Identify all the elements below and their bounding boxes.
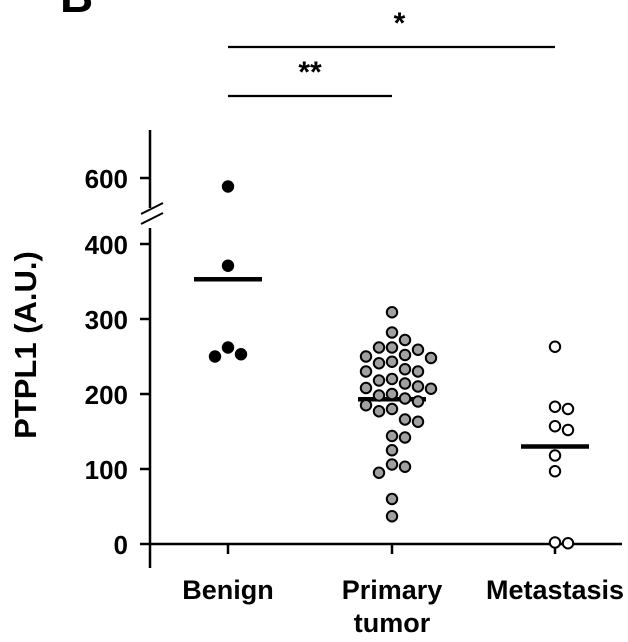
data-point <box>424 351 438 365</box>
data-point <box>385 326 399 339</box>
data-point <box>385 444 399 457</box>
data-point <box>221 341 235 354</box>
significance-brackets: *** <box>228 7 555 98</box>
data-point <box>398 392 412 405</box>
data-point <box>359 381 373 395</box>
axis-break-mark-1 <box>140 202 164 215</box>
data-point <box>385 372 399 386</box>
y-axis-label: PTPL1 (A.U.) <box>8 251 43 439</box>
data-point <box>385 458 399 471</box>
data-point <box>372 374 386 387</box>
y-tick-label: 100 <box>85 455 128 485</box>
data-point <box>398 413 412 426</box>
data-point <box>411 343 425 356</box>
x-tick-label: Benign <box>182 575 274 605</box>
data-point <box>372 405 386 418</box>
data-point <box>561 423 575 437</box>
data-point <box>398 431 412 444</box>
data-points <box>208 180 575 550</box>
x-tick-label: tumor <box>354 608 431 638</box>
data-point <box>411 395 425 408</box>
significance-label: ** <box>298 56 322 89</box>
data-point <box>548 420 562 433</box>
data-point <box>398 363 412 376</box>
data-point <box>385 306 399 319</box>
data-point <box>561 402 575 416</box>
data-point <box>411 380 425 393</box>
x-tick-label: Metastasis <box>486 575 624 605</box>
data-point <box>372 466 386 479</box>
y-tick-label: 400 <box>85 230 128 260</box>
data-point <box>359 399 373 412</box>
data-point <box>548 465 562 478</box>
data-point <box>548 340 562 353</box>
y-tick-label: 0 <box>114 530 128 560</box>
data-point <box>398 333 412 347</box>
data-point <box>398 377 412 390</box>
x-tick-label: Primary <box>342 575 443 605</box>
y-tick-label: 300 <box>85 305 128 335</box>
data-point <box>398 460 412 473</box>
data-point <box>411 415 425 428</box>
data-point <box>385 387 399 401</box>
y-ticks: 0 100 200 300 400 600 <box>85 164 150 560</box>
data-point <box>221 259 235 272</box>
data-point <box>372 357 386 370</box>
data-point <box>359 350 373 363</box>
panel-label: B <box>60 0 93 22</box>
data-point <box>385 341 399 354</box>
data-point <box>424 382 438 395</box>
significance-label: * <box>394 7 406 40</box>
axis-break-mark-2 <box>140 212 164 225</box>
data-point <box>385 510 399 523</box>
data-point <box>221 180 235 193</box>
data-point <box>385 429 399 443</box>
data-point <box>385 402 399 416</box>
data-point <box>548 400 562 413</box>
data-point <box>411 365 425 378</box>
data-point <box>359 365 373 378</box>
data-point <box>385 355 399 368</box>
y-tick-label: 200 <box>85 380 128 410</box>
data-point <box>398 348 412 362</box>
data-point <box>372 341 386 354</box>
data-point <box>548 449 562 462</box>
data-point <box>208 350 222 363</box>
data-point <box>561 537 575 550</box>
y-tick-label: 600 <box>85 164 128 194</box>
data-point <box>385 492 399 506</box>
data-point <box>372 389 386 402</box>
data-point <box>548 536 562 549</box>
data-point <box>234 348 248 361</box>
